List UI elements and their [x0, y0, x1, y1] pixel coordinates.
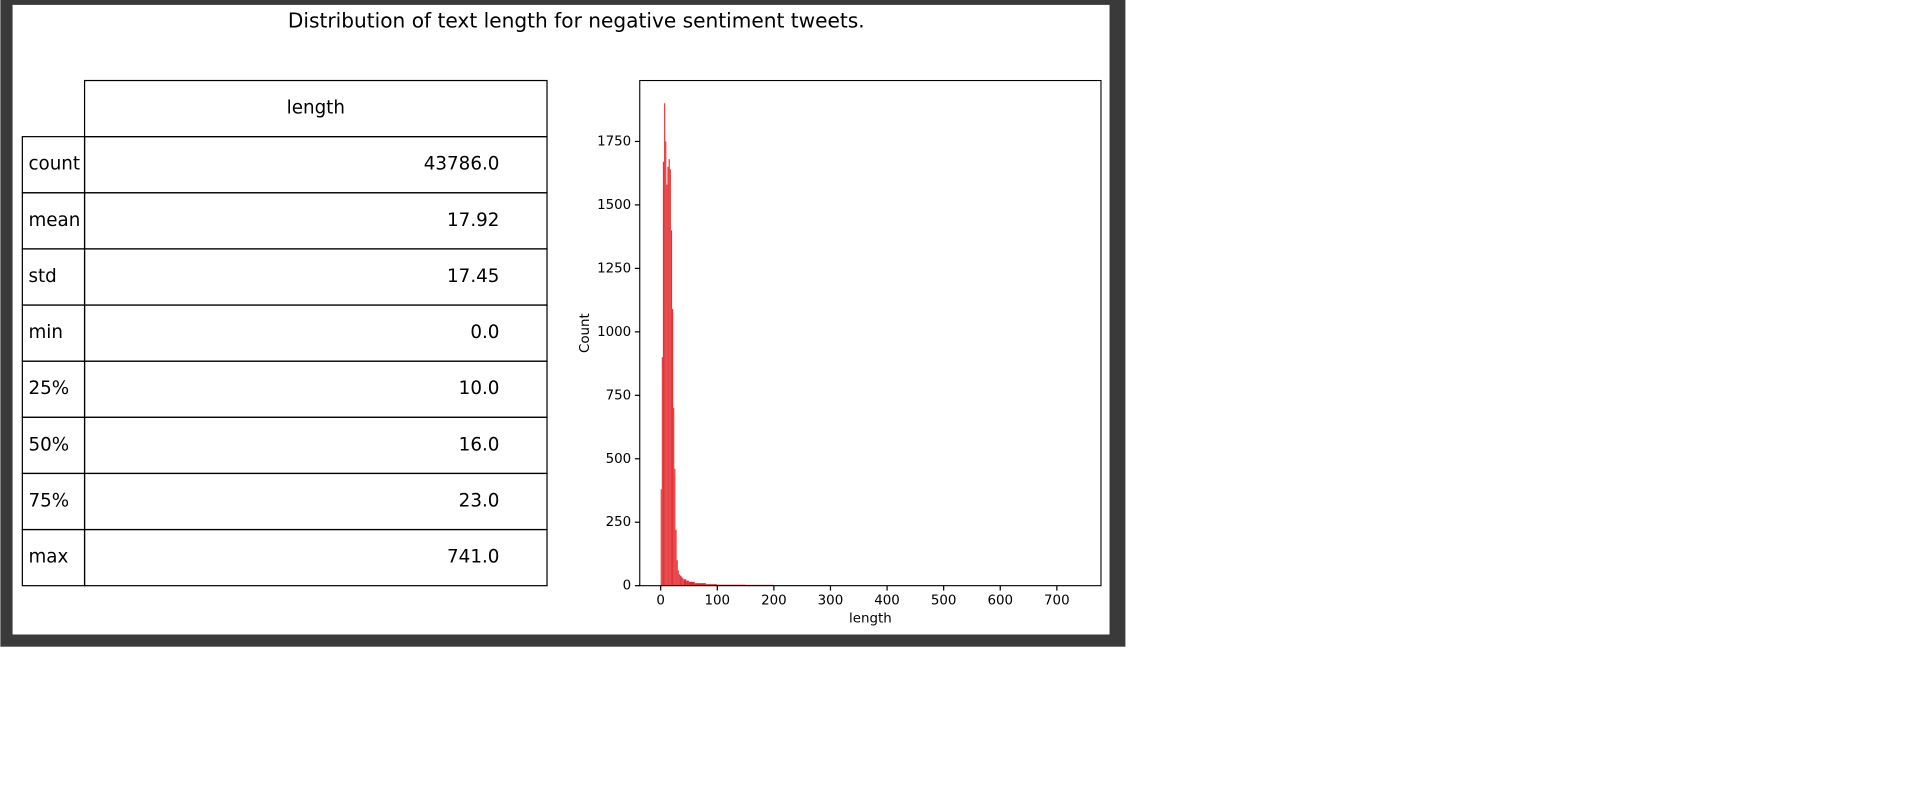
table-row-label: count	[28, 154, 80, 175]
table-value: 16.0	[459, 434, 500, 455]
bar	[678, 574, 681, 586]
bar	[688, 581, 695, 586]
x-tick-label: 600	[987, 593, 1013, 608]
y-tick-label: 1000	[597, 325, 631, 340]
table-row-label: min	[28, 322, 63, 343]
bar	[674, 468, 676, 586]
bar	[679, 575, 682, 586]
x-tick-label: 200	[761, 593, 787, 608]
bar	[669, 169, 672, 586]
bar	[682, 577, 684, 586]
bar	[680, 576, 683, 586]
bar	[667, 166, 669, 586]
table-value: 17.45	[447, 266, 499, 287]
bar	[683, 579, 687, 586]
bar	[666, 184, 668, 586]
bar	[665, 141, 667, 586]
y-tick-label: 250	[606, 515, 632, 530]
y-tick-label: 500	[606, 452, 632, 467]
x-axis-label: length	[849, 612, 892, 627]
x-tick-label: 400	[874, 593, 900, 608]
table-value: 741.0	[447, 547, 499, 568]
x-tick-label: 100	[704, 593, 730, 608]
y-axis-label: Count	[578, 313, 593, 353]
table-value: 0.0	[470, 322, 499, 343]
y-tick-label: 0	[623, 579, 632, 594]
table-value: 23.0	[459, 490, 500, 511]
y-tick-label: 1250	[597, 261, 631, 276]
bar	[668, 159, 670, 586]
x-tick-label: 700	[1044, 593, 1070, 608]
table-row-label: max	[28, 547, 68, 568]
table-value: 43786.0	[424, 154, 500, 175]
table-row-label: std	[28, 266, 56, 287]
bar	[673, 407, 675, 586]
x-tick-label: 300	[818, 593, 844, 608]
figure-title: Distribution of text length for negative…	[288, 8, 865, 32]
x-tick-label: 0	[656, 593, 665, 608]
y-tick-label: 1500	[597, 198, 631, 213]
bar	[676, 560, 678, 586]
x-tick-label: 500	[931, 593, 957, 608]
bar	[661, 357, 664, 586]
table-row-label: 75%	[28, 490, 69, 511]
bar	[663, 103, 666, 586]
table-row-label: 50%	[28, 434, 69, 455]
bar	[677, 570, 679, 586]
bar	[660, 489, 662, 586]
bar	[670, 230, 673, 586]
y-tick-label: 1750	[597, 134, 631, 149]
table-header: length	[287, 98, 345, 119]
axes-frame	[639, 79, 1102, 587]
table-row-label: mean	[28, 210, 80, 231]
bar	[671, 308, 674, 586]
bar	[686, 580, 690, 586]
table-row-label: 25%	[28, 378, 69, 399]
bar	[662, 161, 665, 586]
table-value-cell	[83, 528, 548, 587]
bar	[675, 529, 677, 586]
y-tick-label: 750	[606, 388, 632, 403]
figure	[12, 4, 1110, 635]
table-value: 10.0	[459, 378, 500, 399]
table-value: 17.92	[447, 210, 499, 231]
